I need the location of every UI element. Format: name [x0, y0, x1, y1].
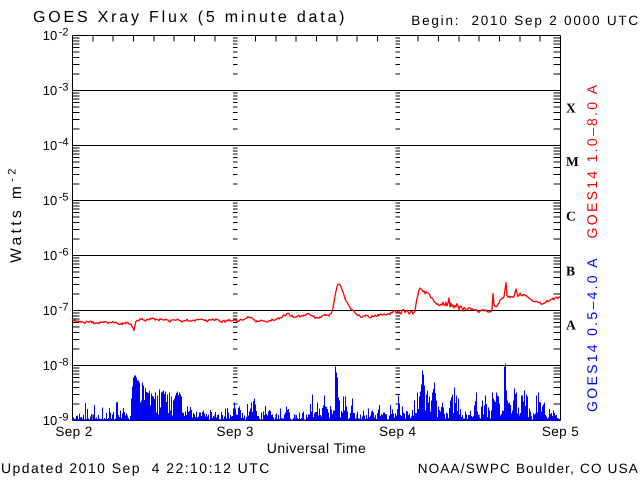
svg-text:C: C — [566, 209, 576, 224]
svg-text:X: X — [566, 101, 576, 116]
svg-text:Universal Time: Universal Time — [267, 440, 367, 456]
svg-text:NOAA/SWPC Boulder, CO USA: NOAA/SWPC Boulder, CO USA — [418, 461, 639, 476]
svg-text:GOES Xray Flux (5 minute data): GOES Xray Flux (5 minute data) — [33, 9, 347, 26]
svg-text:A: A — [566, 318, 576, 333]
svg-text:B: B — [566, 264, 575, 279]
svg-text:Watts m-2: Watts m-2 — [7, 165, 26, 263]
svg-text:Sep 3: Sep 3 — [217, 424, 254, 439]
svg-text:Begin: 2010 Sep 2 0000 UTC: Begin: 2010 Sep 2 0000 UTC — [411, 13, 640, 28]
svg-text:Sep 4: Sep 4 — [379, 424, 416, 439]
svg-text:Sep 5: Sep 5 — [542, 424, 579, 439]
svg-text:GOES14 0.5–4.0 A: GOES14 0.5–4.0 A — [584, 256, 600, 412]
svg-text:Sep 2: Sep 2 — [55, 424, 92, 439]
svg-text:GOES14 1.0–8.0 A: GOES14 1.0–8.0 A — [584, 83, 600, 239]
svg-text:Updated 2010 Sep 4 22:10:12 U: Updated 2010 Sep 4 22:10:12 UTC — [1, 460, 271, 476]
svg-text:M: M — [566, 154, 579, 169]
